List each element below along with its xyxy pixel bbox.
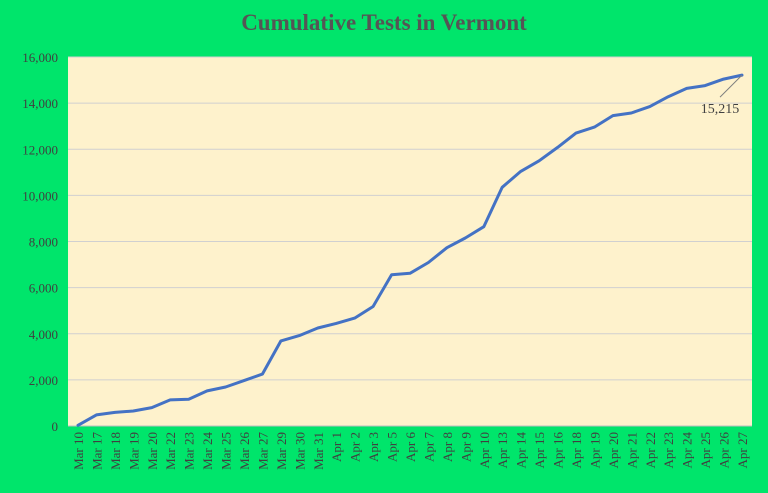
series-layer xyxy=(76,73,744,427)
gridlines xyxy=(68,56,752,427)
x-tick-label: Apr 15 xyxy=(532,432,547,468)
x-axis: Mar 10 Mar 17 Mar 18 Mar 19 Mar 20 Mar 22 Mar … xyxy=(71,432,750,470)
x-tick-label: Mar 24 xyxy=(200,432,215,470)
data-point xyxy=(648,105,651,108)
data-point xyxy=(372,305,374,308)
data-point xyxy=(353,317,356,319)
data-point xyxy=(224,386,227,388)
data-point xyxy=(77,424,79,427)
data-point xyxy=(187,398,190,401)
data-point xyxy=(390,273,393,276)
x-tick-label: Apr 9 xyxy=(458,432,473,462)
data-point xyxy=(685,87,688,90)
data-point xyxy=(150,406,153,409)
y-tick-label: 16,000 xyxy=(22,50,58,65)
x-tick-label: Mar 31 xyxy=(311,432,326,470)
x-tick-label: Apr 27 xyxy=(735,432,750,469)
data-point xyxy=(427,261,430,264)
x-tick-label: Apr 20 xyxy=(606,432,621,468)
data-point xyxy=(519,170,522,173)
x-tick-label: Apr 26 xyxy=(717,432,732,469)
data-point xyxy=(464,237,467,239)
x-tick-label: Apr 6 xyxy=(403,432,418,462)
x-tick-label: Apr 7 xyxy=(421,432,436,462)
data-point xyxy=(261,373,264,375)
x-tick-label: Apr 13 xyxy=(495,432,510,468)
y-tick-label: 14,000 xyxy=(22,96,58,111)
x-tick-label: Mar 29 xyxy=(274,432,289,470)
x-tick-label: Apr 1 xyxy=(329,432,344,462)
y-tick-label: 4,000 xyxy=(29,327,58,342)
annotation-leader xyxy=(719,74,743,98)
x-tick-label: Mar 10 xyxy=(71,432,86,470)
x-tick-label: Apr 19 xyxy=(587,432,602,468)
data-point xyxy=(704,84,706,87)
data-point xyxy=(409,272,411,275)
data-point xyxy=(298,334,301,337)
data-point xyxy=(114,411,116,414)
x-tick-label: Mar 17 xyxy=(89,432,104,470)
data-point xyxy=(556,146,559,149)
x-tick-label: Mar 23 xyxy=(182,432,197,470)
data-point xyxy=(722,78,725,80)
x-tick-label: Apr 21 xyxy=(624,432,639,468)
data-point xyxy=(593,126,596,128)
data-point xyxy=(95,414,98,416)
data-point xyxy=(280,340,282,342)
data-point xyxy=(169,399,172,401)
y-tick-label: 12,000 xyxy=(22,142,58,157)
x-tick-label: Mar 30 xyxy=(292,432,307,470)
data-point xyxy=(575,132,577,134)
annotation-label: 15,215 xyxy=(701,102,740,117)
x-tick-label: Apr 18 xyxy=(569,432,584,468)
x-tick-label: Apr 22 xyxy=(643,432,658,468)
y-axis: 0 2,000 4,000 6,000 8,000 10,000 12,000 14,000 1… xyxy=(22,50,58,434)
y-tick-label: 2,000 xyxy=(29,373,58,388)
data-point xyxy=(538,159,540,162)
x-tick-label: Apr 3 xyxy=(366,432,381,462)
x-tick-label: Mar 22 xyxy=(163,432,178,470)
data-point xyxy=(206,390,208,392)
x-tick-label: Apr 14 xyxy=(514,432,529,469)
x-tick-label: Apr 5 xyxy=(385,432,400,462)
chart-title: Cumulative Tests in Vermont xyxy=(241,10,527,35)
y-tick-label: 0 xyxy=(52,419,59,434)
x-tick-label: Apr 23 xyxy=(661,432,676,468)
data-point xyxy=(132,410,135,412)
data-point xyxy=(667,95,670,98)
data-point xyxy=(243,379,245,382)
data-point xyxy=(316,327,319,329)
data-point xyxy=(482,225,485,228)
x-tick-label: Mar 20 xyxy=(145,432,160,470)
data-point xyxy=(335,322,338,325)
x-tick-label: Mar 19 xyxy=(126,432,141,470)
data-point xyxy=(446,246,448,249)
x-tick-label: Mar 18 xyxy=(108,432,123,470)
data-point xyxy=(630,112,633,114)
data-point xyxy=(501,186,504,189)
x-tick-label: Mar 27 xyxy=(255,432,270,470)
annotations: 15,215 xyxy=(701,74,743,117)
x-tick-label: Mar 26 xyxy=(237,432,252,470)
x-tick-label: Mar 25 xyxy=(219,432,234,470)
x-tick-label: Apr 2 xyxy=(348,432,363,462)
y-tick-label: 10,000 xyxy=(22,188,58,203)
x-tick-label: Apr 24 xyxy=(680,432,695,469)
x-tick-label: Apr 10 xyxy=(477,432,492,468)
x-tick-label: Apr 25 xyxy=(698,432,713,468)
x-tick-label: Apr 8 xyxy=(440,432,455,462)
x-tick-label: Apr 16 xyxy=(551,432,566,469)
y-tick-label: 6,000 xyxy=(29,281,58,296)
data-point xyxy=(612,114,614,117)
y-tick-label: 8,000 xyxy=(29,235,58,250)
